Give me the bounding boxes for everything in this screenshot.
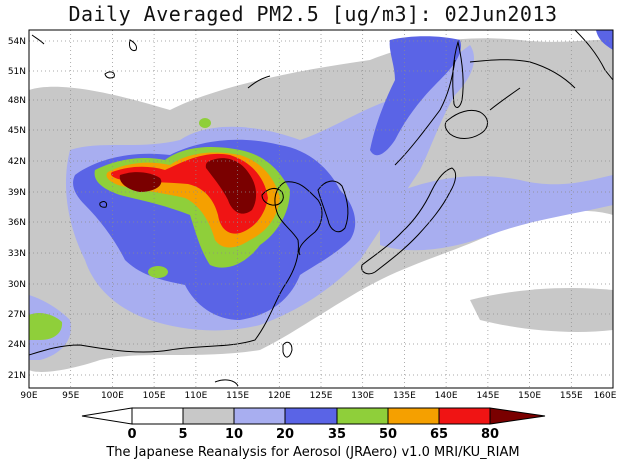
lon-label: 145E	[476, 391, 499, 401]
lon-label: 140E	[435, 391, 458, 401]
lat-label: 42N	[8, 157, 26, 167]
lat-label: 48N	[8, 96, 26, 106]
colorbar-tick: 50	[379, 427, 397, 442]
coastline-caspian-trace	[31, 34, 45, 45]
coastline-bohai	[261, 187, 284, 206]
lon-label: 90E	[20, 391, 37, 401]
colorbar-swatch-65-80	[438, 407, 491, 425]
lon-label: 135E	[393, 391, 416, 401]
lat-label: 27N	[8, 310, 26, 320]
pm25-field-green-spot	[148, 266, 168, 278]
lon-label: 100E	[101, 391, 124, 401]
lat-label: 54N	[8, 37, 26, 47]
pm25-field-lightblue-east	[380, 175, 613, 251]
pm25-field-grey-east	[470, 288, 613, 332]
colorbar-swatch-10-20	[233, 407, 286, 425]
colorbar-tick: 65	[430, 427, 448, 442]
colorbar-tick: 5	[178, 427, 187, 442]
pm25-field-blue-north	[370, 36, 461, 156]
coastline-russia-east	[394, 59, 456, 166]
lon-label: 110E	[184, 391, 207, 401]
colorbar-min-arrow	[81, 407, 133, 425]
lat-label: 39N	[8, 188, 26, 198]
lat-label: 21N	[8, 371, 26, 381]
lat-label: 36N	[8, 218, 26, 228]
coastline-taiwan	[282, 341, 293, 358]
longitude-labels: 90E 95E 100E 105E 110E 115E 120E 125E 13…	[20, 391, 616, 401]
coastline-hainan	[214, 379, 239, 387]
coastline-kamchatka	[574, 30, 613, 81]
coastline-lake-3	[99, 201, 107, 208]
lat-label: 51N	[8, 67, 26, 77]
pm25-field-green-west	[29, 312, 63, 340]
lat-label: 24N	[8, 340, 26, 350]
colorbar-swatch-5-10	[182, 407, 235, 425]
data-credit: The Japanese Reanalysis for Aerosol (JRA…	[106, 445, 520, 460]
lat-label: 45N	[8, 126, 26, 136]
coastline-lake-1	[129, 39, 137, 51]
colorbar-swatch-0-5	[131, 407, 184, 425]
lon-label: 120E	[268, 391, 291, 401]
graticule	[29, 30, 613, 388]
coastline-okhotsk	[469, 59, 576, 89]
colorbar-tick: 20	[276, 427, 294, 442]
lon-label: 160E	[594, 391, 617, 401]
lon-label: 115E	[226, 391, 249, 401]
colorbar-tick: 10	[225, 427, 243, 442]
colorbar-max-arrow	[489, 407, 546, 425]
lon-label: 105E	[143, 391, 166, 401]
coastline-lake-baikal	[247, 75, 271, 89]
lat-label: 30N	[8, 280, 26, 290]
coastline-japan-honshu	[361, 167, 457, 275]
map-title: Daily Averaged PM2.5 [ug/m3]: 02Jun2013	[68, 2, 558, 26]
lat-label: 33N	[8, 249, 26, 259]
colorbar-swatch-20-35	[284, 407, 338, 425]
colorbar-tick: 0	[127, 427, 136, 442]
pm25-field-darkred-2	[205, 158, 257, 214]
colorbar-tick-labels: 0 5 10 20 35 50 65 80	[127, 427, 499, 442]
coastline-lake-2	[104, 71, 115, 79]
coastline-japan-hokkaido	[444, 109, 488, 139]
pm25-field-blue-ne	[596, 30, 613, 50]
colorbar-swatch-35-50	[336, 407, 389, 425]
latitude-labels: 54N 51N 48N 45N 42N 39N 36N 33N 30N 27N …	[8, 37, 26, 381]
coastline-korea	[317, 180, 349, 233]
lon-label: 155E	[560, 391, 583, 401]
lon-label: 95E	[62, 391, 79, 401]
colorbar	[81, 407, 546, 425]
colorbar-swatch-50-65	[387, 407, 440, 425]
lon-label: 150E	[518, 391, 541, 401]
pm25-field-green-spot-2	[199, 118, 211, 128]
colorbar-tick: 35	[328, 427, 346, 442]
lon-label: 125E	[310, 391, 333, 401]
map-frame	[28, 29, 614, 389]
coastline-kuril	[489, 87, 521, 111]
colorbar-tick: 80	[481, 427, 499, 442]
pm25-field-darkred	[119, 172, 162, 192]
lon-label: 130E	[351, 391, 374, 401]
